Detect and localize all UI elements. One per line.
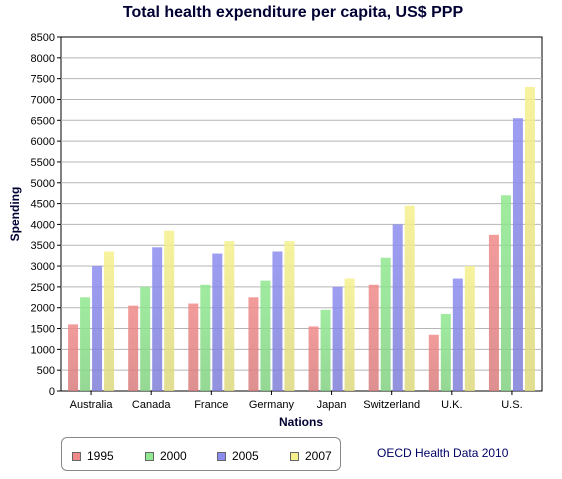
bar-us-2005 — [512, 118, 523, 391]
x-tick-label: Switzerland — [363, 399, 420, 411]
x-tick-label: Japan — [317, 399, 347, 411]
bar-us-2000 — [500, 195, 511, 391]
bar-australia-2005 — [92, 266, 103, 391]
bar-uk-2007 — [464, 266, 475, 391]
bar-australia-1995 — [68, 324, 79, 391]
y-tick-label: 3500 — [31, 240, 55, 252]
legend: 1995 2000 2005 2007 — [61, 437, 341, 471]
y-tick-label: 2500 — [31, 282, 55, 294]
x-tick-label: U.S. — [501, 399, 522, 411]
bar-germany-2000 — [260, 280, 271, 391]
legend-item-2000: 2000 — [145, 449, 187, 463]
bar-germany-1995 — [248, 297, 259, 391]
bars — [68, 86, 535, 391]
y-tick-label: 5500 — [31, 157, 55, 169]
bar-germany-2007 — [284, 241, 295, 391]
y-tick-label: 5000 — [31, 178, 55, 190]
bar-uk-2000 — [440, 313, 451, 391]
bar-australia-2007 — [104, 251, 115, 391]
bar-switzerland-2005 — [392, 224, 403, 391]
legend-label-2000: 2000 — [160, 449, 187, 463]
y-tick-label: 8000 — [31, 53, 55, 65]
y-axis-ticks: 0 500 1000 1500 2000 2500 3000 3500 4000 4500 5000… — [31, 32, 61, 398]
y-tick-label: 6000 — [31, 136, 55, 148]
legend-label-1995: 1995 — [87, 449, 114, 463]
legend-swatch-2000 — [145, 451, 154, 461]
y-tick-label: 500 — [37, 365, 55, 377]
legend-label-2007: 2007 — [305, 449, 332, 463]
legend-item-1995: 1995 — [72, 449, 114, 463]
chart-title: Total health expenditure per capita, US$… — [123, 4, 464, 21]
y-tick-label: 6500 — [31, 115, 55, 127]
bar-canada-1995 — [128, 305, 139, 391]
y-tick-label: 8500 — [31, 32, 55, 44]
legend-swatch-2005 — [217, 451, 226, 461]
y-tick-label: 7500 — [31, 74, 55, 86]
y-tick-label: 1500 — [31, 324, 55, 336]
legend-swatch-1995 — [72, 451, 81, 461]
bar-australia-2000 — [80, 297, 91, 391]
legend-item-2005: 2005 — [217, 449, 259, 463]
y-tick-label: 4500 — [31, 199, 55, 211]
x-tick-label: U.K. — [441, 399, 462, 411]
x-axis-title: Nations — [279, 415, 323, 429]
y-tick-label: 4000 — [31, 219, 55, 231]
bar-canada-2005 — [152, 247, 163, 391]
y-tick-label: 3000 — [31, 261, 55, 273]
bar-us-1995 — [488, 234, 499, 391]
bar-france-2005 — [212, 253, 223, 391]
bar-france-2007 — [224, 241, 235, 391]
legend-item-2007: 2007 — [290, 449, 332, 463]
x-axis-ticks: Australia Canada France Germany Japan Switzer… — [70, 391, 523, 411]
bar-switzerland-2000 — [380, 257, 391, 391]
x-tick-label: Canada — [132, 399, 171, 411]
y-axis-title: Spending — [8, 187, 22, 242]
bar-switzerland-1995 — [368, 284, 379, 391]
x-tick-label: Germany — [249, 399, 295, 411]
bar-japan-2000 — [320, 309, 331, 391]
source-note: OECD Health Data 2010 — [377, 446, 509, 460]
bar-canada-2007 — [164, 230, 175, 391]
bar-germany-2005 — [272, 251, 283, 391]
bar-japan-2007 — [344, 278, 355, 391]
x-tick-label: France — [194, 399, 228, 411]
bar-uk-2005 — [452, 278, 463, 391]
bar-canada-2000 — [140, 286, 151, 391]
bar-us-2007 — [524, 86, 535, 391]
bar-uk-1995 — [428, 334, 439, 391]
bar-japan-2005 — [332, 286, 343, 391]
y-tick-label: 2000 — [31, 303, 55, 315]
y-tick-label: 1000 — [31, 344, 55, 356]
y-tick-label: 0 — [49, 386, 55, 398]
bar-france-2000 — [200, 284, 211, 391]
x-tick-label: Australia — [70, 399, 114, 411]
legend-label-2005: 2005 — [232, 449, 259, 463]
y-tick-label: 7000 — [31, 94, 55, 106]
bar-japan-1995 — [308, 326, 319, 391]
bar-switzerland-2007 — [404, 205, 415, 391]
bar-france-1995 — [188, 303, 199, 391]
legend-swatch-2007 — [290, 451, 299, 461]
